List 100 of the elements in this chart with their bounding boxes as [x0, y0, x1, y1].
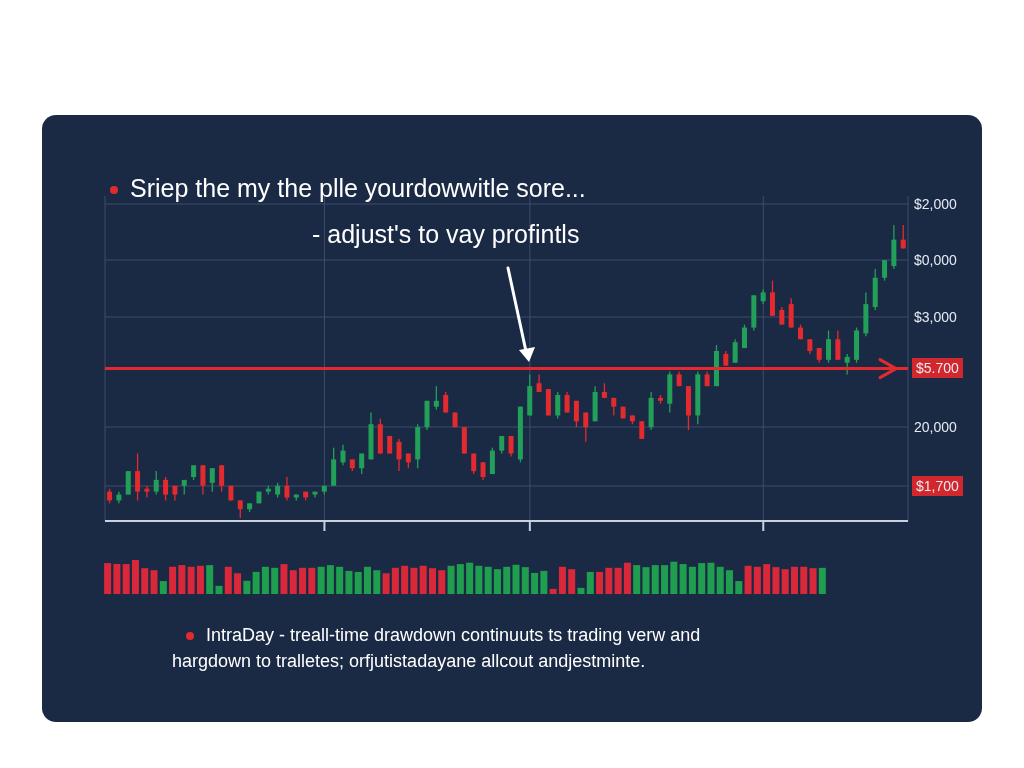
bar [456, 564, 464, 594]
bar [466, 562, 474, 594]
candlestick [835, 329, 841, 361]
bar [642, 567, 650, 594]
text: $3,000 [914, 309, 957, 325]
bar [104, 563, 112, 594]
bar [586, 571, 594, 594]
text: $2,000 [914, 196, 957, 212]
candlestick [573, 400, 579, 428]
bar [224, 566, 232, 594]
candlestick [396, 438, 402, 472]
bar [169, 566, 177, 594]
bar [289, 570, 297, 594]
bar [354, 571, 362, 594]
candlestick [564, 391, 570, 414]
bar [661, 565, 669, 594]
bar [131, 560, 139, 594]
candlestick [135, 452, 141, 502]
bar [178, 565, 186, 594]
bar [549, 588, 557, 594]
bar [596, 571, 604, 594]
bar [299, 567, 307, 594]
bar [141, 568, 149, 594]
text: 20,000 [914, 419, 957, 435]
bar [568, 569, 576, 594]
bar [531, 572, 539, 594]
candlestick [443, 391, 449, 414]
bar [261, 566, 269, 594]
bar [577, 587, 585, 594]
bar [670, 561, 678, 594]
bar [633, 565, 641, 594]
bar [800, 566, 808, 594]
bar [651, 565, 659, 594]
candlestick [163, 476, 169, 502]
bar [503, 566, 511, 594]
candlestick [882, 259, 888, 282]
bar [150, 570, 158, 594]
candlestick [489, 447, 495, 475]
bar [475, 565, 483, 594]
bar [605, 567, 613, 594]
candlestick [433, 385, 439, 411]
bar [493, 569, 501, 594]
candlestick [284, 476, 290, 502]
candlestick [583, 411, 589, 443]
text: $5.700 [916, 360, 959, 376]
bar [614, 567, 622, 594]
bar [159, 581, 167, 594]
candlestick [209, 467, 215, 493]
bar [391, 567, 399, 594]
candlestick [200, 464, 206, 496]
bar [512, 564, 520, 594]
candlestick [826, 329, 832, 364]
bar [484, 566, 492, 594]
bar [726, 570, 734, 594]
candlestick [770, 280, 775, 317]
bar [410, 567, 418, 594]
candlestick [144, 485, 150, 499]
bar [196, 565, 204, 594]
bar [521, 567, 529, 594]
bar [206, 565, 214, 594]
candlestick [732, 338, 738, 364]
bar [447, 565, 455, 594]
candlestick [844, 353, 850, 376]
bar [772, 567, 780, 594]
bar [215, 585, 223, 594]
bar [428, 568, 436, 594]
candlestick [153, 470, 159, 496]
bar [280, 564, 288, 594]
bar [679, 564, 687, 594]
bar [187, 566, 195, 594]
bar [234, 573, 242, 594]
bar [818, 567, 826, 594]
bar [781, 569, 789, 594]
bar [809, 568, 817, 594]
bar [243, 580, 251, 594]
annotation: - adjust's to vay profintls [312, 220, 580, 248]
bar [438, 570, 446, 594]
bar [336, 566, 344, 594]
bar [763, 564, 771, 594]
text: IntraDay - treall-time drawdown continuuts ts trading verw and hargdown to tralletes; orfjutistadayane allcout andjestminte. [172, 625, 701, 672]
bar [558, 566, 566, 594]
bar [308, 567, 316, 594]
candlestick [219, 464, 225, 493]
bar [623, 562, 631, 594]
bar [790, 566, 798, 594]
candlestick [555, 391, 561, 420]
text: $0,000 [914, 252, 957, 268]
bar [753, 566, 761, 594]
candlestick [788, 297, 794, 329]
bar [735, 581, 743, 594]
bar [122, 564, 130, 594]
bar [707, 562, 715, 594]
bar [540, 570, 548, 594]
bar [373, 570, 381, 594]
bar [698, 563, 706, 594]
bar [382, 573, 390, 594]
candlestick [125, 470, 131, 496]
bar [419, 565, 427, 594]
text: $1,700 [916, 478, 959, 494]
bar [113, 564, 121, 594]
